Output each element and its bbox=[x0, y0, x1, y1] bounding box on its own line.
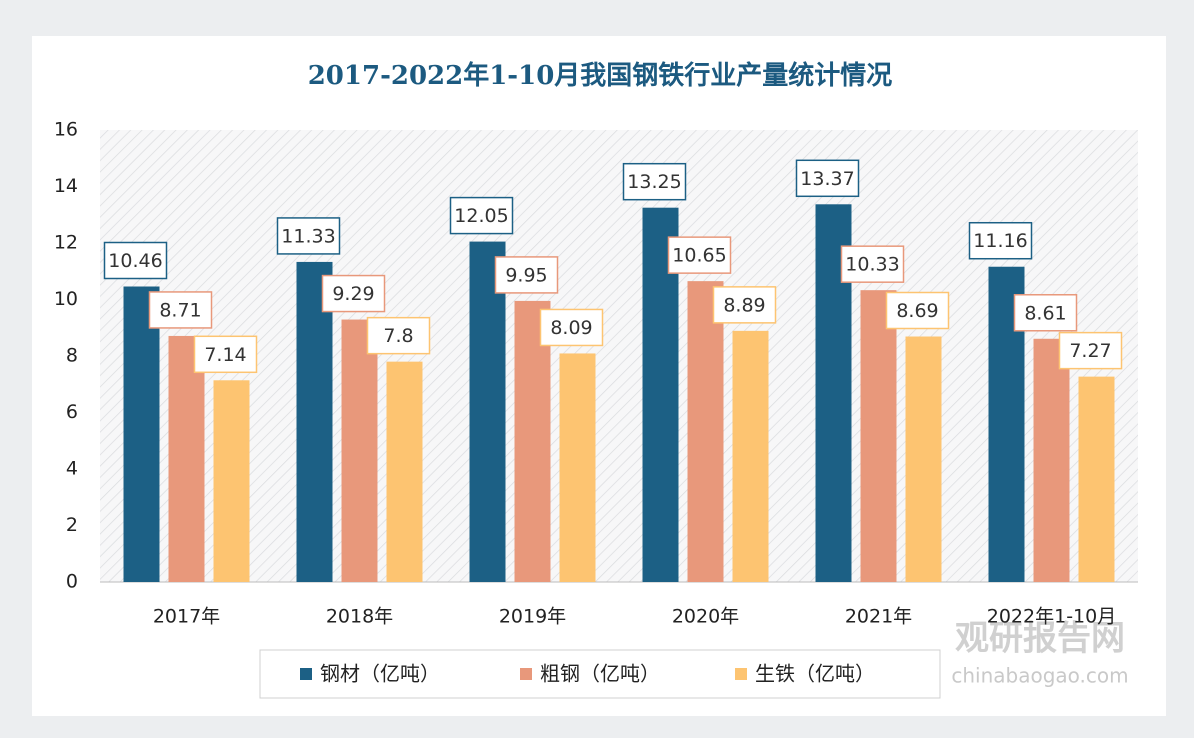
value-label: 7.14 bbox=[204, 344, 246, 366]
value-label-box bbox=[1058, 331, 1123, 370]
value-label: 10.65 bbox=[672, 245, 726, 267]
value-label: 10.33 bbox=[845, 254, 899, 276]
bar bbox=[514, 300, 551, 582]
bar bbox=[1078, 376, 1115, 582]
bar bbox=[1033, 338, 1070, 582]
value-label: 10.46 bbox=[108, 250, 162, 272]
value-label: 8.71 bbox=[159, 299, 201, 321]
value-label-box bbox=[539, 308, 604, 347]
bar bbox=[296, 261, 333, 582]
y-tick-label: 8 bbox=[66, 345, 78, 367]
bar bbox=[168, 335, 205, 582]
value-label-box bbox=[1013, 294, 1078, 332]
value-label-box bbox=[494, 256, 559, 294]
legend-box bbox=[259, 649, 941, 699]
x-tick-label: 2017年 bbox=[153, 606, 220, 628]
value-label-box bbox=[449, 196, 514, 235]
y-tick-label: 0 bbox=[66, 571, 78, 593]
x-tick-label: 2022年1-10月 bbox=[987, 606, 1116, 628]
value-label: 7.27 bbox=[1069, 340, 1111, 362]
value-label: 9.29 bbox=[332, 283, 374, 305]
watermark-url: chinabaogao.com bbox=[951, 664, 1128, 688]
y-tick-label: 14 bbox=[54, 175, 78, 197]
x-tick-label: 2018年 bbox=[326, 606, 393, 628]
value-label: 7.8 bbox=[383, 325, 413, 347]
value-label-box bbox=[712, 286, 777, 324]
legend-marker bbox=[300, 668, 312, 680]
bar bbox=[386, 361, 423, 582]
bar bbox=[469, 241, 506, 582]
bar bbox=[123, 286, 160, 582]
y-tick-label: 12 bbox=[54, 232, 78, 254]
value-label-box bbox=[276, 217, 341, 255]
legend-label: 钢材（亿吨） bbox=[320, 662, 440, 686]
value-label: 13.37 bbox=[800, 168, 854, 190]
y-tick-label: 10 bbox=[54, 288, 78, 310]
y-tick-label: 4 bbox=[66, 458, 78, 480]
legend-marker bbox=[735, 668, 747, 680]
value-label-box bbox=[840, 245, 905, 283]
value-label-box bbox=[885, 291, 950, 330]
bar bbox=[213, 380, 250, 582]
x-tick-label: 2021年 bbox=[845, 606, 912, 628]
value-label: 8.89 bbox=[723, 294, 765, 316]
value-label: 8.09 bbox=[550, 317, 592, 339]
y-tick-label: 2 bbox=[66, 514, 78, 536]
value-label: 8.61 bbox=[1024, 302, 1066, 324]
value-label-box bbox=[366, 316, 431, 355]
legend-marker bbox=[520, 668, 532, 680]
watermark-brand: 观研报告网 bbox=[955, 619, 1125, 659]
plot-area bbox=[100, 130, 1138, 582]
value-label-box bbox=[193, 335, 258, 374]
value-label: 11.33 bbox=[281, 225, 335, 247]
y-tick-label: 6 bbox=[66, 401, 78, 423]
chart-title: 2017-2022年1-10月我国钢铁行业产量统计情况 bbox=[308, 60, 893, 91]
value-label-box bbox=[321, 274, 386, 313]
bar bbox=[559, 353, 596, 582]
bar bbox=[860, 290, 897, 582]
x-tick-label: 2020年 bbox=[672, 606, 739, 628]
bar bbox=[341, 319, 378, 582]
value-label: 9.95 bbox=[505, 264, 547, 286]
value-label-box bbox=[795, 159, 860, 198]
x-tick-label: 2019年 bbox=[499, 606, 566, 628]
bar bbox=[732, 330, 769, 582]
value-label-box bbox=[968, 221, 1033, 260]
value-label-box bbox=[667, 236, 732, 274]
bar bbox=[905, 336, 942, 582]
value-label-box bbox=[622, 162, 687, 201]
y-tick-label: 16 bbox=[54, 119, 78, 141]
bar bbox=[687, 281, 724, 582]
value-label-box bbox=[103, 241, 168, 280]
legend-label: 生铁（亿吨） bbox=[755, 662, 875, 686]
value-label-box bbox=[148, 291, 213, 329]
value-label: 11.16 bbox=[973, 230, 1027, 252]
value-label: 8.69 bbox=[896, 300, 938, 322]
legend-label: 粗钢（亿吨） bbox=[540, 662, 660, 686]
value-label: 13.25 bbox=[627, 171, 681, 193]
value-label: 12.05 bbox=[454, 205, 508, 227]
